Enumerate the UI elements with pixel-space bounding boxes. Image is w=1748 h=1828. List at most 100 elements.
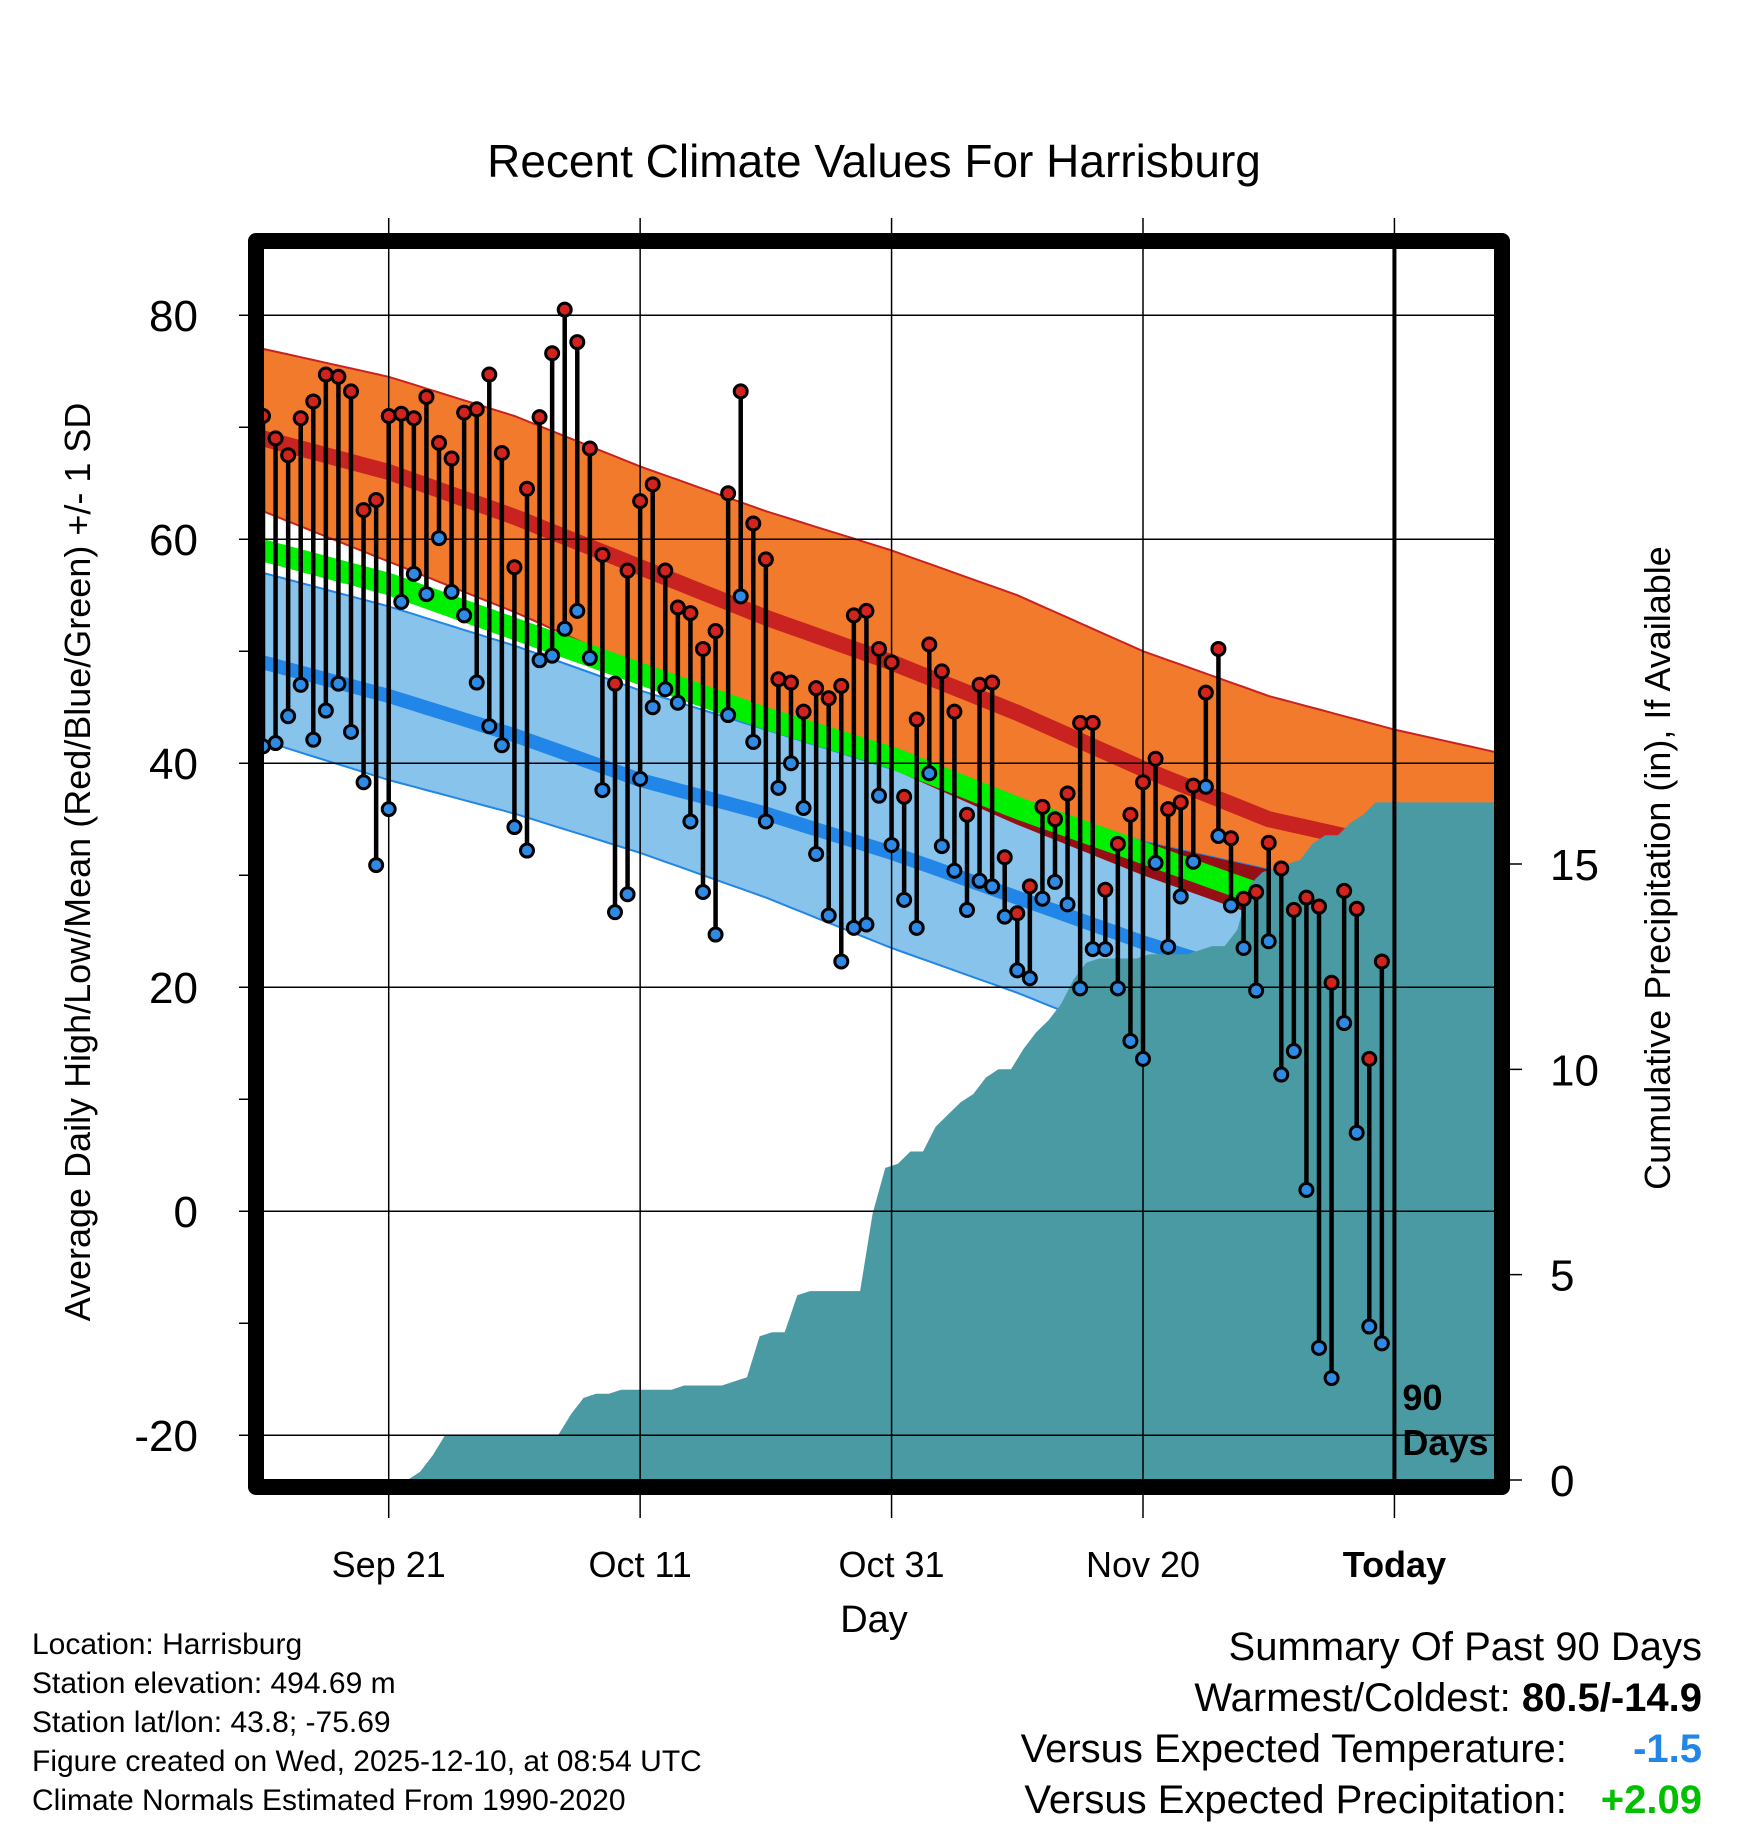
daily-high-marker: [732, 383, 749, 400]
daily-low-marker: [770, 779, 787, 796]
daily-high-marker: [569, 334, 586, 351]
daily-high-marker: [1047, 811, 1063, 828]
y2-tick-label: 0: [1550, 1457, 1574, 1506]
daily-high-marker: [669, 599, 686, 616]
daily-low-marker: [657, 681, 674, 698]
chart-title: Recent Climate Values For Harrisburg: [487, 135, 1261, 187]
daily-high-marker: [1172, 794, 1189, 811]
daily-low-marker: [405, 565, 422, 582]
y2-tick-label: 10: [1550, 1046, 1599, 1095]
daily-low-marker: [544, 647, 561, 664]
daily-high-marker: [1185, 777, 1202, 794]
daily-low-marker: [1135, 1050, 1151, 1067]
daily-high-marker: [657, 562, 674, 579]
daily-high-marker: [1285, 901, 1302, 918]
daily-low-marker: [1273, 1066, 1290, 1083]
daily-high-marker: [695, 640, 711, 657]
daily-high-marker: [1160, 801, 1177, 818]
daily-low-marker: [1298, 1181, 1315, 1198]
precip-anomaly-value: +2.09: [1600, 1778, 1702, 1822]
daily-high-marker: [1197, 684, 1214, 701]
daily-high-marker: [933, 663, 950, 680]
daily-high-marker: [1097, 881, 1114, 898]
daily-high-marker: [808, 680, 825, 697]
daily-low-marker: [468, 674, 485, 691]
daily-low-marker: [431, 530, 447, 547]
daily-low-marker: [820, 907, 837, 924]
daily-low-marker: [971, 872, 988, 889]
daily-low-marker: [481, 718, 498, 735]
daily-low-marker: [1373, 1335, 1390, 1352]
daily-low-marker: [707, 926, 724, 943]
daily-low-marker: [1109, 980, 1126, 997]
daily-low-marker: [1185, 853, 1202, 870]
daily-high-marker: [368, 492, 385, 508]
daily-low-marker: [519, 842, 535, 859]
daily-high-marker: [280, 447, 297, 464]
daily-low-marker: [682, 813, 699, 830]
daily-high-marker: [607, 675, 623, 692]
daily-high-marker: [783, 674, 799, 691]
daily-low-marker: [619, 886, 636, 903]
daily-low-marker: [644, 699, 661, 716]
daily-low-marker: [305, 731, 322, 748]
daily-high-marker: [556, 301, 573, 318]
info-latlon: Station lat/lon: 43.8; -75.69: [32, 1706, 391, 1739]
daily-high-marker: [305, 393, 322, 410]
daily-low-marker: [720, 707, 737, 724]
summary-warmest-coldest: Warmest/Coldest: 80.5/-14.9: [1021, 1673, 1702, 1724]
daily-high-marker: [833, 677, 850, 694]
daily-high-marker: [1235, 890, 1252, 907]
info-normals: Climate Normals Estimated From 1990-2020: [32, 1784, 626, 1817]
summary-title: Summary Of Past 90 Days: [1228, 1625, 1702, 1669]
daily-high-marker: [946, 703, 963, 720]
daily-low-marker: [569, 602, 586, 619]
daily-high-marker: [330, 368, 347, 385]
daily-high-marker: [1034, 798, 1051, 815]
info-created: Figure created on Wed, 2025-12-10, at 08…: [32, 1745, 702, 1778]
daily-low-marker: [581, 649, 598, 666]
daily-high-marker: [858, 602, 875, 619]
x-tick-label: Oct 11: [588, 1544, 691, 1585]
daily-high-marker: [1021, 878, 1038, 895]
summary-temperature: Versus Expected Temperature: -1.5: [1021, 1724, 1702, 1775]
daily-high-marker: [1248, 884, 1265, 900]
y-tick-label: 40: [149, 740, 198, 789]
daily-low-marker: [1260, 933, 1277, 950]
daily-high-marker: [644, 476, 661, 493]
daily-high-marker: [493, 444, 510, 461]
daily-high-marker: [267, 430, 284, 447]
daily-low-marker: [745, 733, 762, 750]
daily-high-marker: [1273, 860, 1290, 877]
daily-low-marker: [632, 770, 649, 787]
daily-low-marker: [1210, 828, 1227, 844]
summary-panel: Summary Of Past 90 Days Warmest/Coldest:…: [1021, 1622, 1702, 1826]
daily-low-marker: [1248, 982, 1265, 999]
x-tick-label: Sep 21: [332, 1544, 446, 1585]
daily-low-marker: [1122, 1032, 1139, 1049]
daily-low-marker: [267, 735, 284, 752]
daily-high-marker: [594, 546, 611, 563]
daily-low-marker: [1197, 778, 1214, 795]
daily-low-marker: [292, 676, 309, 693]
daily-low-marker: [959, 901, 975, 918]
daily-low-marker: [418, 586, 435, 603]
daily-low-marker: [1034, 890, 1051, 907]
daily-low-marker: [1172, 888, 1189, 905]
daily-high-marker: [468, 401, 485, 418]
daily-high-marker: [443, 450, 460, 467]
daily-low-marker: [669, 694, 686, 711]
daily-high-marker: [1147, 750, 1164, 767]
daily-low-marker: [1323, 1370, 1340, 1387]
daily-low-marker: [330, 675, 347, 692]
daily-high-marker: [1009, 905, 1026, 922]
daily-low-marker: [594, 782, 611, 799]
temp-anomaly-label: Versus Expected Temperature:: [1020, 1727, 1567, 1771]
daily-low-marker: [695, 884, 711, 900]
daily-high-marker: [984, 674, 1001, 691]
daily-low-marker: [1009, 962, 1026, 979]
daily-low-marker: [996, 908, 1013, 925]
daily-high-marker: [707, 623, 724, 640]
daily-high-marker: [1084, 714, 1101, 731]
